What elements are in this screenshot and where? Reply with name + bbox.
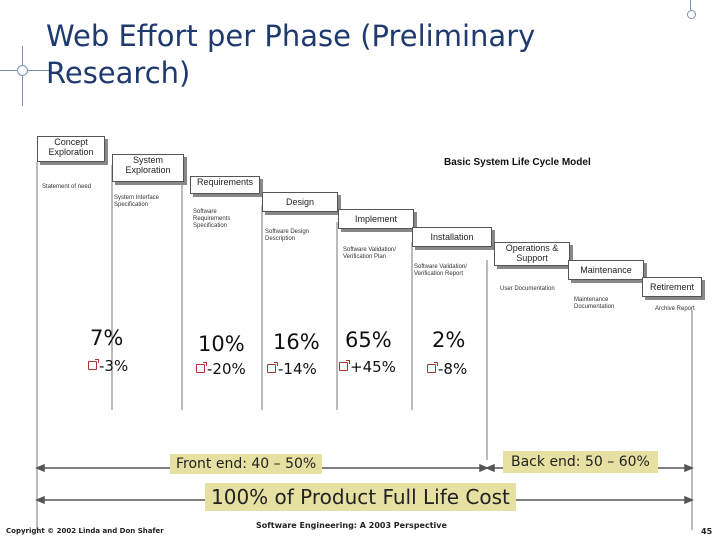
- deliverable-vv-report: Software Validation/ Verification Report: [414, 264, 467, 277]
- phase-system-exploration: System Exploration: [112, 154, 184, 182]
- title-decoration-vline: [22, 46, 23, 106]
- corner-decoration-circle: [687, 10, 696, 19]
- deliverable-software-design-description: Software Design Description: [265, 229, 310, 242]
- effort-variance: +45%: [339, 358, 396, 376]
- phase-retirement: Retirement: [642, 277, 702, 297]
- deliverable-archive-report: Archive Report: [655, 306, 695, 312]
- page-number: 45: [701, 527, 713, 536]
- effort-percent: 2%: [432, 328, 466, 352]
- deliverable-software-requirements-spec: Software Requirements Specification: [193, 209, 231, 229]
- effort-percent: 16%: [273, 330, 320, 354]
- title-decoration-circle: [17, 65, 28, 76]
- phase-design: Design: [262, 192, 338, 212]
- effort-variance: -3%: [88, 357, 128, 375]
- corner-decoration: [690, 0, 691, 16]
- deliverable-system-interface-spec: System Interface Specification: [114, 195, 160, 208]
- phase-maintenance: Maintenance: [568, 260, 644, 280]
- effort-variance: -14%: [267, 360, 317, 378]
- front-end-label: Front end: 40 – 50%: [170, 454, 323, 474]
- effort-percent: 10%: [198, 332, 245, 356]
- slide-title: Web Effort per Phase (Preliminary Resear…: [46, 19, 536, 90]
- effort-percent: 65%: [345, 328, 392, 352]
- deliverable-vv-plan: Software Validation/ Verification Plan: [343, 247, 396, 260]
- phase-concept-exploration: Concept Exploration: [37, 136, 105, 162]
- phase-installation: Installation: [412, 227, 492, 247]
- phase-operations-support: Operations & Support: [494, 242, 570, 266]
- phase-requirements: Requirements: [190, 176, 260, 194]
- bullet-icon: [427, 362, 438, 373]
- bullet-icon: [339, 360, 350, 371]
- footer-course: Software Engineering: A 2003 Perspective: [256, 521, 447, 530]
- effort-variance: -8%: [427, 360, 467, 378]
- deliverable-statement-of-need: Statement of need: [42, 184, 92, 190]
- back-end-label: Back end: 50 – 60%: [503, 451, 658, 473]
- effort-percent: 7%: [90, 326, 124, 350]
- bullet-icon: [267, 362, 278, 373]
- deliverable-maintenance-documentation: Maintenance Documentation: [574, 297, 615, 310]
- deliverable-user-documentation: User Documentation: [500, 286, 555, 292]
- effort-variance: -20%: [196, 360, 246, 378]
- footer-copyright: Copyright © 2002 Linda and Don Shafer: [6, 527, 164, 535]
- model-title: Basic System Life Cycle Model: [444, 157, 591, 168]
- full-life-cost-label: 100% of Product Full Life Cost: [205, 483, 516, 511]
- phase-implement: Implement: [338, 209, 414, 229]
- bullet-icon: [196, 362, 207, 373]
- bullet-icon: [88, 359, 99, 370]
